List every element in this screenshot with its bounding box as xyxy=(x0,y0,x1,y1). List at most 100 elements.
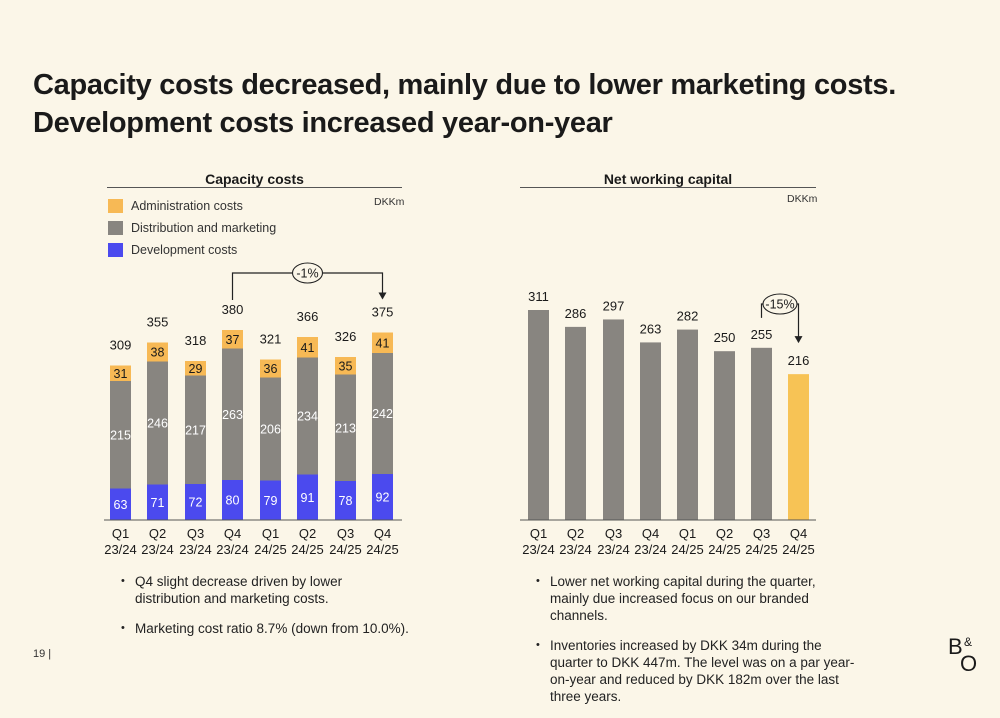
nwc-bar-7 xyxy=(751,347,772,520)
nwc-commentary: Lower net working capital during the qua… xyxy=(536,573,856,718)
nwc-value-label-6: 250 xyxy=(714,330,736,345)
capacity-tick-year-8: 24/25 xyxy=(366,542,399,557)
svg-text:&: & xyxy=(964,635,972,649)
nwc-bar-5 xyxy=(677,329,698,520)
slide-title: Capacity costs decreased, mainly due to … xyxy=(33,69,896,139)
capacity-label-distribution-1: 215 xyxy=(110,428,131,442)
capacity-tick-quarter-7: Q3 xyxy=(337,526,354,541)
legend-label-development: Development costs xyxy=(131,243,238,257)
nwc-tick-year-7: 24/25 xyxy=(745,542,778,557)
capacity-tick-year-4: 23/24 xyxy=(216,542,249,557)
capacity-total-2: 355 xyxy=(147,315,169,330)
capacity-label-development-4: 80 xyxy=(226,494,240,508)
capacity-bar-development-3 xyxy=(185,484,206,520)
bullet-right-1: Lower net working capital during the qua… xyxy=(536,573,856,624)
capacity-label-administration-1: 31 xyxy=(114,367,128,381)
legend-item-distribution: Distribution and marketing xyxy=(108,217,276,239)
svg-text:O: O xyxy=(960,651,977,676)
capacity-bar-administration-1 xyxy=(110,365,131,381)
capacity-bar-distribution-7 xyxy=(335,374,356,481)
nwc-tick-quarter-2: Q2 xyxy=(567,526,584,541)
capacity-label-development-6: 91 xyxy=(301,491,315,505)
nwc-unit: DKKm xyxy=(787,193,818,205)
capacity-bar-administration-7 xyxy=(335,357,356,375)
legend-item-development: Development costs xyxy=(108,239,276,261)
capacity-bar-distribution-8 xyxy=(372,353,393,474)
nwc-bar-8 xyxy=(788,374,809,520)
nwc-value-label-7: 255 xyxy=(751,327,773,342)
capacity-bar-administration-6 xyxy=(297,337,318,358)
capacity-bar-development-7 xyxy=(335,481,356,520)
capacity-bar-distribution-4 xyxy=(222,348,243,480)
capacity-costs-unit: DKKm xyxy=(374,196,405,208)
capacity-bar-distribution-5 xyxy=(260,377,281,481)
nwc-tick-quarter-4: Q4 xyxy=(642,526,659,541)
capacity-label-distribution-2: 246 xyxy=(147,417,168,431)
capacity-tick-quarter-3: Q3 xyxy=(187,526,204,541)
capacity-bar-distribution-1 xyxy=(110,381,131,489)
nwc-tick-quarter-1: Q1 xyxy=(530,526,547,541)
capacity-label-administration-4: 37 xyxy=(226,333,240,347)
capacity-label-development-5: 79 xyxy=(264,494,278,508)
nwc-bar-4 xyxy=(640,342,661,520)
capacity-label-distribution-5: 206 xyxy=(260,423,281,437)
capacity-bar-administration-5 xyxy=(260,359,281,378)
nwc-tick-year-1: 23/24 xyxy=(522,542,555,557)
capacity-tick-quarter-4: Q4 xyxy=(224,526,241,541)
capacity-label-administration-7: 35 xyxy=(339,359,353,373)
capacity-annotation-badge xyxy=(291,262,324,284)
capacity-total-1: 309 xyxy=(110,338,132,353)
capacity-bar-administration-2 xyxy=(147,342,168,362)
capacity-bar-development-4 xyxy=(222,480,243,520)
capacity-total-7: 326 xyxy=(335,329,357,344)
nwc-bar-3 xyxy=(603,319,624,520)
legend-swatch-development xyxy=(108,243,123,257)
nwc-tick-year-3: 23/24 xyxy=(597,542,630,557)
nwc-bar-1 xyxy=(528,310,549,520)
capacity-tick-year-3: 23/24 xyxy=(179,542,212,557)
capacity-label-administration-8: 41 xyxy=(376,336,390,350)
capacity-label-distribution-4: 263 xyxy=(222,408,243,422)
capacity-total-4: 380 xyxy=(222,302,244,317)
capacity-tick-quarter-5: Q1 xyxy=(262,526,279,541)
capacity-bar-development-6 xyxy=(297,474,318,520)
nwc-bar-6 xyxy=(714,351,735,520)
nwc-title-rule xyxy=(520,187,816,188)
nwc-tick-quarter-8: Q4 xyxy=(790,526,807,541)
nwc-tick-year-2: 23/24 xyxy=(559,542,592,557)
svg-text:B: B xyxy=(948,634,963,659)
capacity-bar-administration-8 xyxy=(372,332,393,353)
nwc-annotation-badge xyxy=(762,293,798,315)
nwc-tick-year-4: 23/24 xyxy=(634,542,667,557)
legend-swatch-distribution xyxy=(108,221,123,235)
bullet-left-2: Marketing cost ratio 8.7% (down from 10.… xyxy=(121,620,411,637)
capacity-label-development-8: 92 xyxy=(376,491,390,505)
capacity-label-administration-6: 41 xyxy=(301,341,315,355)
capacity-bar-distribution-6 xyxy=(297,357,318,475)
bang-olufsen-logo: B & O xyxy=(948,634,977,676)
bullet-left-1: Q4 slight decrease driven by lower distr… xyxy=(121,573,411,607)
nwc-tick-year-5: 24/25 xyxy=(671,542,704,557)
capacity-tick-quarter-6: Q2 xyxy=(299,526,316,541)
capacity-bar-distribution-2 xyxy=(147,361,168,485)
nwc-tick-quarter-7: Q3 xyxy=(753,526,770,541)
nwc-tick-year-6: 24/25 xyxy=(708,542,741,557)
capacity-tick-year-7: 24/25 xyxy=(329,542,362,557)
capacity-tick-quarter-2: Q2 xyxy=(149,526,166,541)
capacity-label-administration-2: 38 xyxy=(151,346,165,360)
nwc-value-label-8: 216 xyxy=(788,353,810,368)
nwc-value-label-3: 297 xyxy=(603,298,625,313)
nwc-tick-quarter-6: Q2 xyxy=(716,526,733,541)
nwc-tick-year-8: 24/25 xyxy=(782,542,815,557)
nwc-tick-quarter-5: Q1 xyxy=(679,526,696,541)
capacity-bar-development-5 xyxy=(260,480,281,520)
nwc-value-label-1: 311 xyxy=(528,289,549,304)
capacity-tick-quarter-8: Q4 xyxy=(374,526,391,541)
capacity-total-5: 321 xyxy=(260,332,282,347)
capacity-tick-year-1: 23/24 xyxy=(104,542,137,557)
legend-swatch-administration xyxy=(108,199,123,213)
capacity-bar-administration-4 xyxy=(222,330,243,349)
capacity-label-administration-3: 29 xyxy=(189,362,203,376)
capacity-label-distribution-7: 213 xyxy=(335,421,356,435)
capacity-total-6: 366 xyxy=(297,309,319,324)
